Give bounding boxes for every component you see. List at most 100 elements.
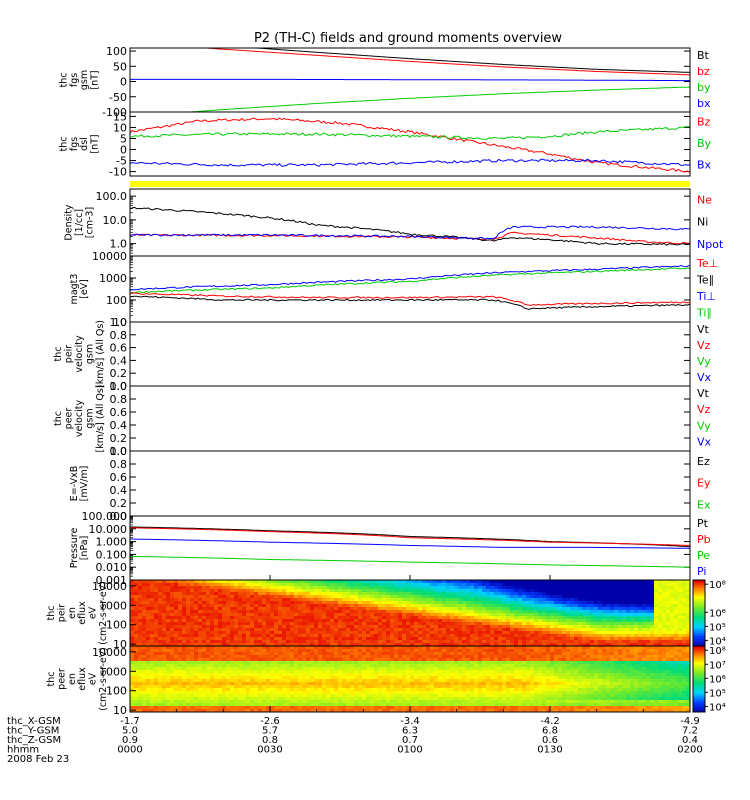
y-tick-label: 0.4: [110, 354, 128, 367]
spectrogram-cell: [362, 616, 367, 620]
spectrogram-cell: [290, 598, 295, 602]
spectrogram-cell: [182, 634, 187, 638]
spectrogram-cell: [422, 589, 427, 593]
spectrogram-cell: [582, 625, 587, 629]
spectrogram-cell: [370, 673, 375, 677]
spectrogram-cell: [166, 664, 171, 668]
spectrogram-cell: [366, 688, 371, 692]
spectrogram-cell: [190, 604, 195, 608]
spectrogram-cell: [322, 631, 327, 635]
spectrogram-cell: [626, 628, 631, 632]
spectrogram-cell: [326, 655, 331, 659]
spectrogram-cell: [294, 682, 299, 686]
spectrogram-cell: [218, 619, 223, 623]
spectrogram-cell: [602, 604, 607, 608]
spectrogram-cell: [570, 601, 575, 605]
spectrogram-cell: [270, 709, 275, 713]
spectrogram-cell: [254, 625, 259, 629]
spectrogram-cell: [230, 655, 235, 659]
spectrogram-cell: [314, 655, 319, 659]
spectrogram-cell: [402, 640, 407, 644]
spectrogram-cell: [558, 607, 563, 611]
spectrogram-cell: [366, 709, 371, 713]
spectrogram-cell: [330, 706, 335, 710]
spectrogram-cell: [222, 604, 227, 608]
spectrogram-cell: [286, 601, 291, 605]
spectrogram-cell: [414, 592, 419, 596]
spectrogram-cell: [330, 646, 335, 650]
spectrogram-cell: [634, 595, 639, 599]
spectrogram-cell: [178, 673, 183, 677]
spectrogram-cell: [214, 613, 219, 617]
spectrogram-cell: [250, 646, 255, 650]
spectrogram-cell: [294, 583, 299, 587]
spectrogram-cell: [362, 610, 367, 614]
spectrogram-cell: [262, 685, 267, 689]
spectrogram-cell: [270, 694, 275, 698]
spectrogram-cell: [566, 610, 571, 614]
spectrogram-cell: [262, 625, 267, 629]
y-tick-label: 0.6: [110, 406, 128, 419]
spectrogram-cell: [394, 616, 399, 620]
spectrogram-cell: [510, 619, 515, 623]
spectrogram-cell: [494, 583, 499, 587]
spectrogram-cell: [166, 682, 171, 686]
spectrogram-cell: [370, 694, 375, 698]
spectrogram-cell: [282, 589, 287, 593]
spectrogram-cell: [610, 610, 615, 614]
spectrogram-cell: [274, 628, 279, 632]
spectrogram-cell: [406, 670, 411, 674]
spectrogram-cell: [174, 580, 179, 584]
panel-8: 0.0010.0100.1001.00010.000100.000Pressur…: [69, 510, 711, 587]
spectrogram-cell: [510, 643, 515, 647]
spectrogram-cell: [306, 631, 311, 635]
spectrogram-cell: [394, 622, 399, 626]
spectrogram-cell: [362, 643, 367, 647]
spectrogram-cell: [658, 613, 663, 617]
spectrogram-cell: [198, 604, 203, 608]
spectrogram-cell: [158, 664, 163, 668]
spectrogram-cell: [186, 592, 191, 596]
spectrogram-cell: [414, 616, 419, 620]
spectrogram-cell: [650, 601, 655, 605]
spectrogram-cell: [250, 592, 255, 596]
spectrogram-cell: [510, 595, 515, 599]
spectrogram-cell: [402, 616, 407, 620]
spectrogram-cell: [174, 625, 179, 629]
spectrogram-cell: [650, 634, 655, 638]
spectrogram-cell: [686, 589, 691, 593]
spectrogram-cell: [402, 673, 407, 677]
spectrogram-cell: [206, 661, 211, 665]
spectrogram-cell: [590, 607, 595, 611]
spectrogram-cell: [674, 613, 679, 617]
spectrogram-cell: [146, 679, 151, 683]
spectrogram-cell: [330, 664, 335, 668]
spectrogram-cell: [266, 586, 271, 590]
spectrogram-cell: [346, 664, 351, 668]
spectrogram-cell: [482, 616, 487, 620]
spectrogram-cell: [654, 604, 659, 608]
spectrogram-cell: [266, 616, 271, 620]
legend-ni: Ni: [697, 216, 708, 229]
spectrogram-cell: [222, 697, 227, 701]
spectrogram-cell: [538, 592, 543, 596]
spectrogram-cell: [174, 682, 179, 686]
spectrogram-cell: [182, 703, 187, 707]
spectrogram-cell: [338, 646, 343, 650]
spectrogram-cell: [530, 613, 535, 617]
spectrogram-cell: [518, 622, 523, 626]
spectrogram-cell: [366, 667, 371, 671]
spectrogram-cell: [394, 673, 399, 677]
spectrogram-cell: [378, 607, 383, 611]
spectrogram-cell: [266, 580, 271, 584]
spectrogram-cell: [186, 661, 191, 665]
spectrogram-cell: [406, 601, 411, 605]
spectrogram-cell: [334, 616, 339, 620]
spectrogram-cell: [242, 625, 247, 629]
spectrogram-cell: [354, 670, 359, 674]
spectrogram-cell: [366, 628, 371, 632]
spectrogram-cell: [386, 610, 391, 614]
spectrogram-cell: [490, 592, 495, 596]
spectrogram-cell: [470, 601, 475, 605]
spectrogram-cell: [646, 595, 651, 599]
